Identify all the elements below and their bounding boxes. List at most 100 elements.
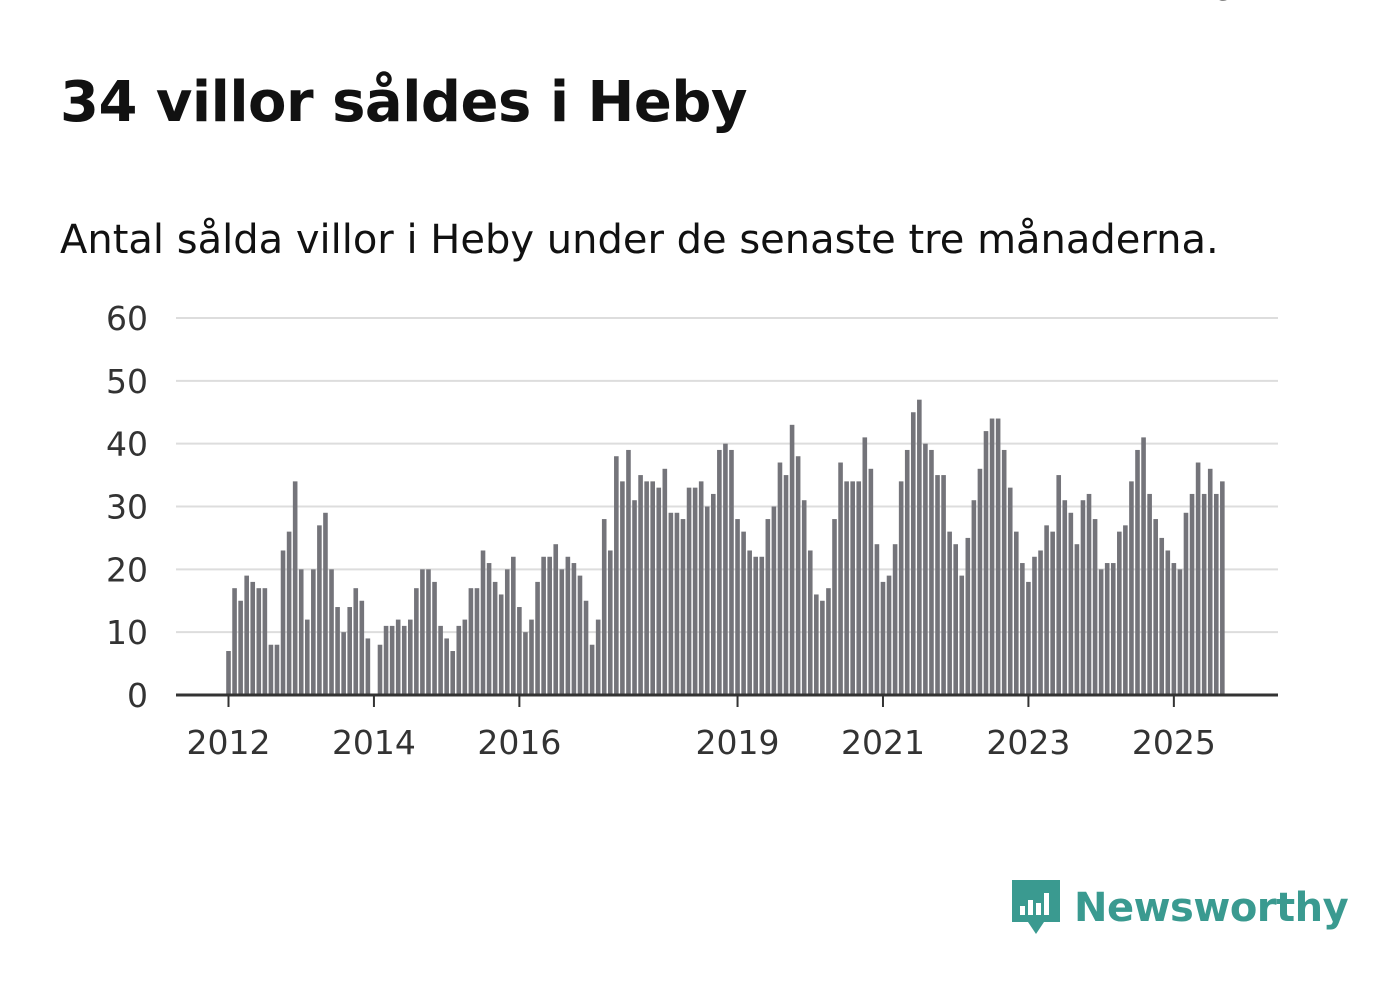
bar — [359, 600, 365, 695]
bar — [1171, 563, 1177, 695]
bar — [747, 550, 752, 695]
bar — [717, 449, 722, 695]
bar — [668, 512, 674, 695]
bar — [850, 481, 855, 695]
bar — [1129, 481, 1134, 695]
bar — [1074, 544, 1080, 695]
bar — [917, 399, 922, 695]
bar — [383, 625, 389, 695]
bar — [535, 581, 540, 695]
bar — [1080, 500, 1086, 695]
data-label-latest: 34 — [1215, 0, 1254, 8]
bar — [468, 588, 474, 695]
bar — [583, 600, 589, 695]
bar — [414, 588, 419, 695]
bar — [1092, 519, 1098, 695]
bar — [1201, 493, 1207, 695]
bar — [620, 481, 625, 695]
bar — [1135, 449, 1140, 695]
bar — [504, 569, 510, 695]
bar — [395, 619, 401, 695]
bar — [874, 544, 880, 695]
x-tick-label: 2014 — [332, 723, 416, 762]
bar — [238, 600, 243, 695]
bar — [929, 449, 934, 695]
bar — [444, 638, 449, 695]
bar — [1001, 449, 1007, 695]
bar — [1220, 481, 1225, 695]
bar — [1056, 475, 1062, 695]
bar-chart: 0 10 20 30 40 50 60 2012 2014 2016 2019 2021 2023 202… — [106, 0, 1278, 762]
bar — [892, 544, 898, 695]
bar — [1062, 500, 1068, 695]
bar — [886, 575, 892, 695]
bar — [462, 619, 468, 695]
bar — [862, 437, 868, 695]
y-tick-label: 40 — [106, 425, 148, 464]
bar — [965, 537, 971, 695]
bar — [438, 625, 443, 695]
bar — [250, 581, 256, 695]
x-tick-label: 2021 — [841, 723, 925, 762]
bar — [1159, 537, 1165, 695]
x-tick-label: 2023 — [986, 723, 1070, 762]
bar — [1117, 531, 1122, 695]
bar — [353, 588, 359, 695]
bar — [492, 581, 498, 695]
bar — [1086, 493, 1092, 695]
bar — [880, 581, 886, 695]
bar — [456, 625, 462, 695]
bar — [498, 594, 504, 695]
bar — [523, 632, 528, 695]
bar — [674, 512, 680, 695]
bar — [389, 625, 395, 695]
bar — [595, 619, 601, 695]
bar — [1007, 487, 1013, 695]
newsworthy-logo-icon — [1012, 880, 1060, 934]
bar — [1014, 531, 1019, 695]
bar — [1213, 493, 1219, 695]
bar — [656, 487, 662, 695]
bar — [1098, 569, 1104, 695]
bar — [1068, 512, 1074, 695]
bar — [286, 531, 292, 695]
bar — [1147, 493, 1152, 695]
bar — [529, 619, 534, 695]
bar — [698, 481, 704, 695]
bar — [274, 644, 280, 695]
bar — [486, 563, 492, 695]
bar — [959, 575, 965, 695]
bar — [844, 481, 849, 695]
bar — [244, 575, 249, 695]
bar — [989, 418, 995, 695]
bar — [1165, 550, 1171, 695]
y-tick-label: 60 — [106, 299, 148, 338]
bar — [662, 468, 668, 695]
bar — [983, 431, 989, 695]
bar — [953, 544, 958, 695]
bar — [723, 443, 728, 695]
bar — [426, 569, 431, 695]
bar — [741, 531, 746, 695]
bar — [935, 475, 940, 695]
bar — [298, 569, 304, 695]
bar — [1207, 468, 1213, 695]
bar — [559, 569, 565, 695]
bar — [577, 575, 583, 695]
bar — [759, 556, 765, 695]
bar — [571, 563, 577, 695]
bar — [801, 500, 807, 695]
x-tick-label: 2016 — [477, 723, 561, 762]
bar — [329, 569, 334, 695]
bar — [947, 531, 952, 695]
bar — [795, 456, 801, 695]
bar — [898, 481, 904, 695]
bar — [408, 619, 413, 695]
newsworthy-logo-text: Newsworthy — [1074, 885, 1349, 931]
bar — [729, 449, 734, 695]
bar — [632, 500, 637, 695]
bar — [995, 418, 1001, 695]
bar — [692, 487, 698, 695]
bar — [1038, 550, 1043, 695]
bar — [311, 569, 316, 695]
